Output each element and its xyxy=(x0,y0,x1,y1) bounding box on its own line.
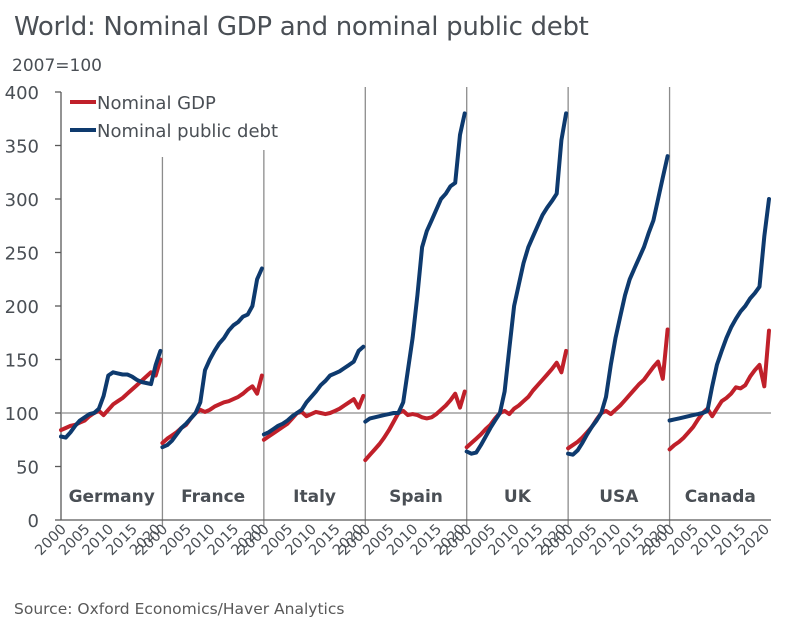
panel-usa: USA xyxy=(566,87,671,526)
y-tick-label: 200 xyxy=(5,297,39,318)
y-tick-label: 150 xyxy=(5,351,39,372)
units-label: 2007=100 xyxy=(12,56,102,76)
y-tick-label: 300 xyxy=(5,190,39,211)
gdp-line-germany xyxy=(59,357,163,433)
source-note: Source: Oxford Economics/Haver Analytics xyxy=(14,600,345,618)
panel-germany: Germany xyxy=(59,157,164,526)
panel-label: Germany xyxy=(69,487,155,507)
panel-italy: Italy xyxy=(261,87,366,526)
y-tick-label: 50 xyxy=(16,458,39,479)
debt-line-germany xyxy=(59,348,163,440)
gdp-line-usa xyxy=(566,327,670,451)
y-tick-label: 350 xyxy=(5,137,39,158)
panel-label: Canada xyxy=(685,487,756,507)
debt-line-canada xyxy=(667,197,771,423)
debt-line-france xyxy=(160,266,264,450)
debt-line-usa xyxy=(566,154,670,457)
legend-label-debt: Nominal public debt xyxy=(97,121,278,142)
debt-line-uk xyxy=(464,111,569,456)
x-axis: 2000200520102015202020002005201020152020… xyxy=(32,519,773,559)
panel-canada: Canada xyxy=(667,197,771,507)
panel-label: France xyxy=(181,487,245,507)
legend-label-gdp: Nominal GDP xyxy=(97,93,216,114)
panel-label: USA xyxy=(599,487,639,507)
gdp-line-uk xyxy=(464,348,569,450)
y-tick-label: 0 xyxy=(28,511,39,532)
panels: Germany France Italy Spain UK USA Canada xyxy=(59,87,771,526)
panel-spain: Spain xyxy=(363,87,468,526)
gdp-line-italy xyxy=(261,393,366,442)
legend: Nominal GDP Nominal public debt xyxy=(70,93,278,142)
debt-line-spain xyxy=(363,111,467,424)
panel-france: France xyxy=(160,150,265,526)
panel-label: Spain xyxy=(389,487,443,507)
chart-title: World: Nominal GDP and nominal public de… xyxy=(14,12,589,42)
panel-label: Italy xyxy=(293,487,336,507)
y-tick-label: 250 xyxy=(5,244,39,265)
y-tick-label: 100 xyxy=(5,404,39,425)
debt-line-italy xyxy=(261,344,366,437)
panel-uk: UK xyxy=(464,87,569,526)
y-axis: 0 50 100 150 200 250 300 350 400 xyxy=(5,83,62,532)
y-tick-label: 400 xyxy=(5,83,39,104)
gdp-line-canada xyxy=(667,328,771,452)
gdp-line-spain xyxy=(363,389,467,463)
panel-label: UK xyxy=(504,487,532,507)
